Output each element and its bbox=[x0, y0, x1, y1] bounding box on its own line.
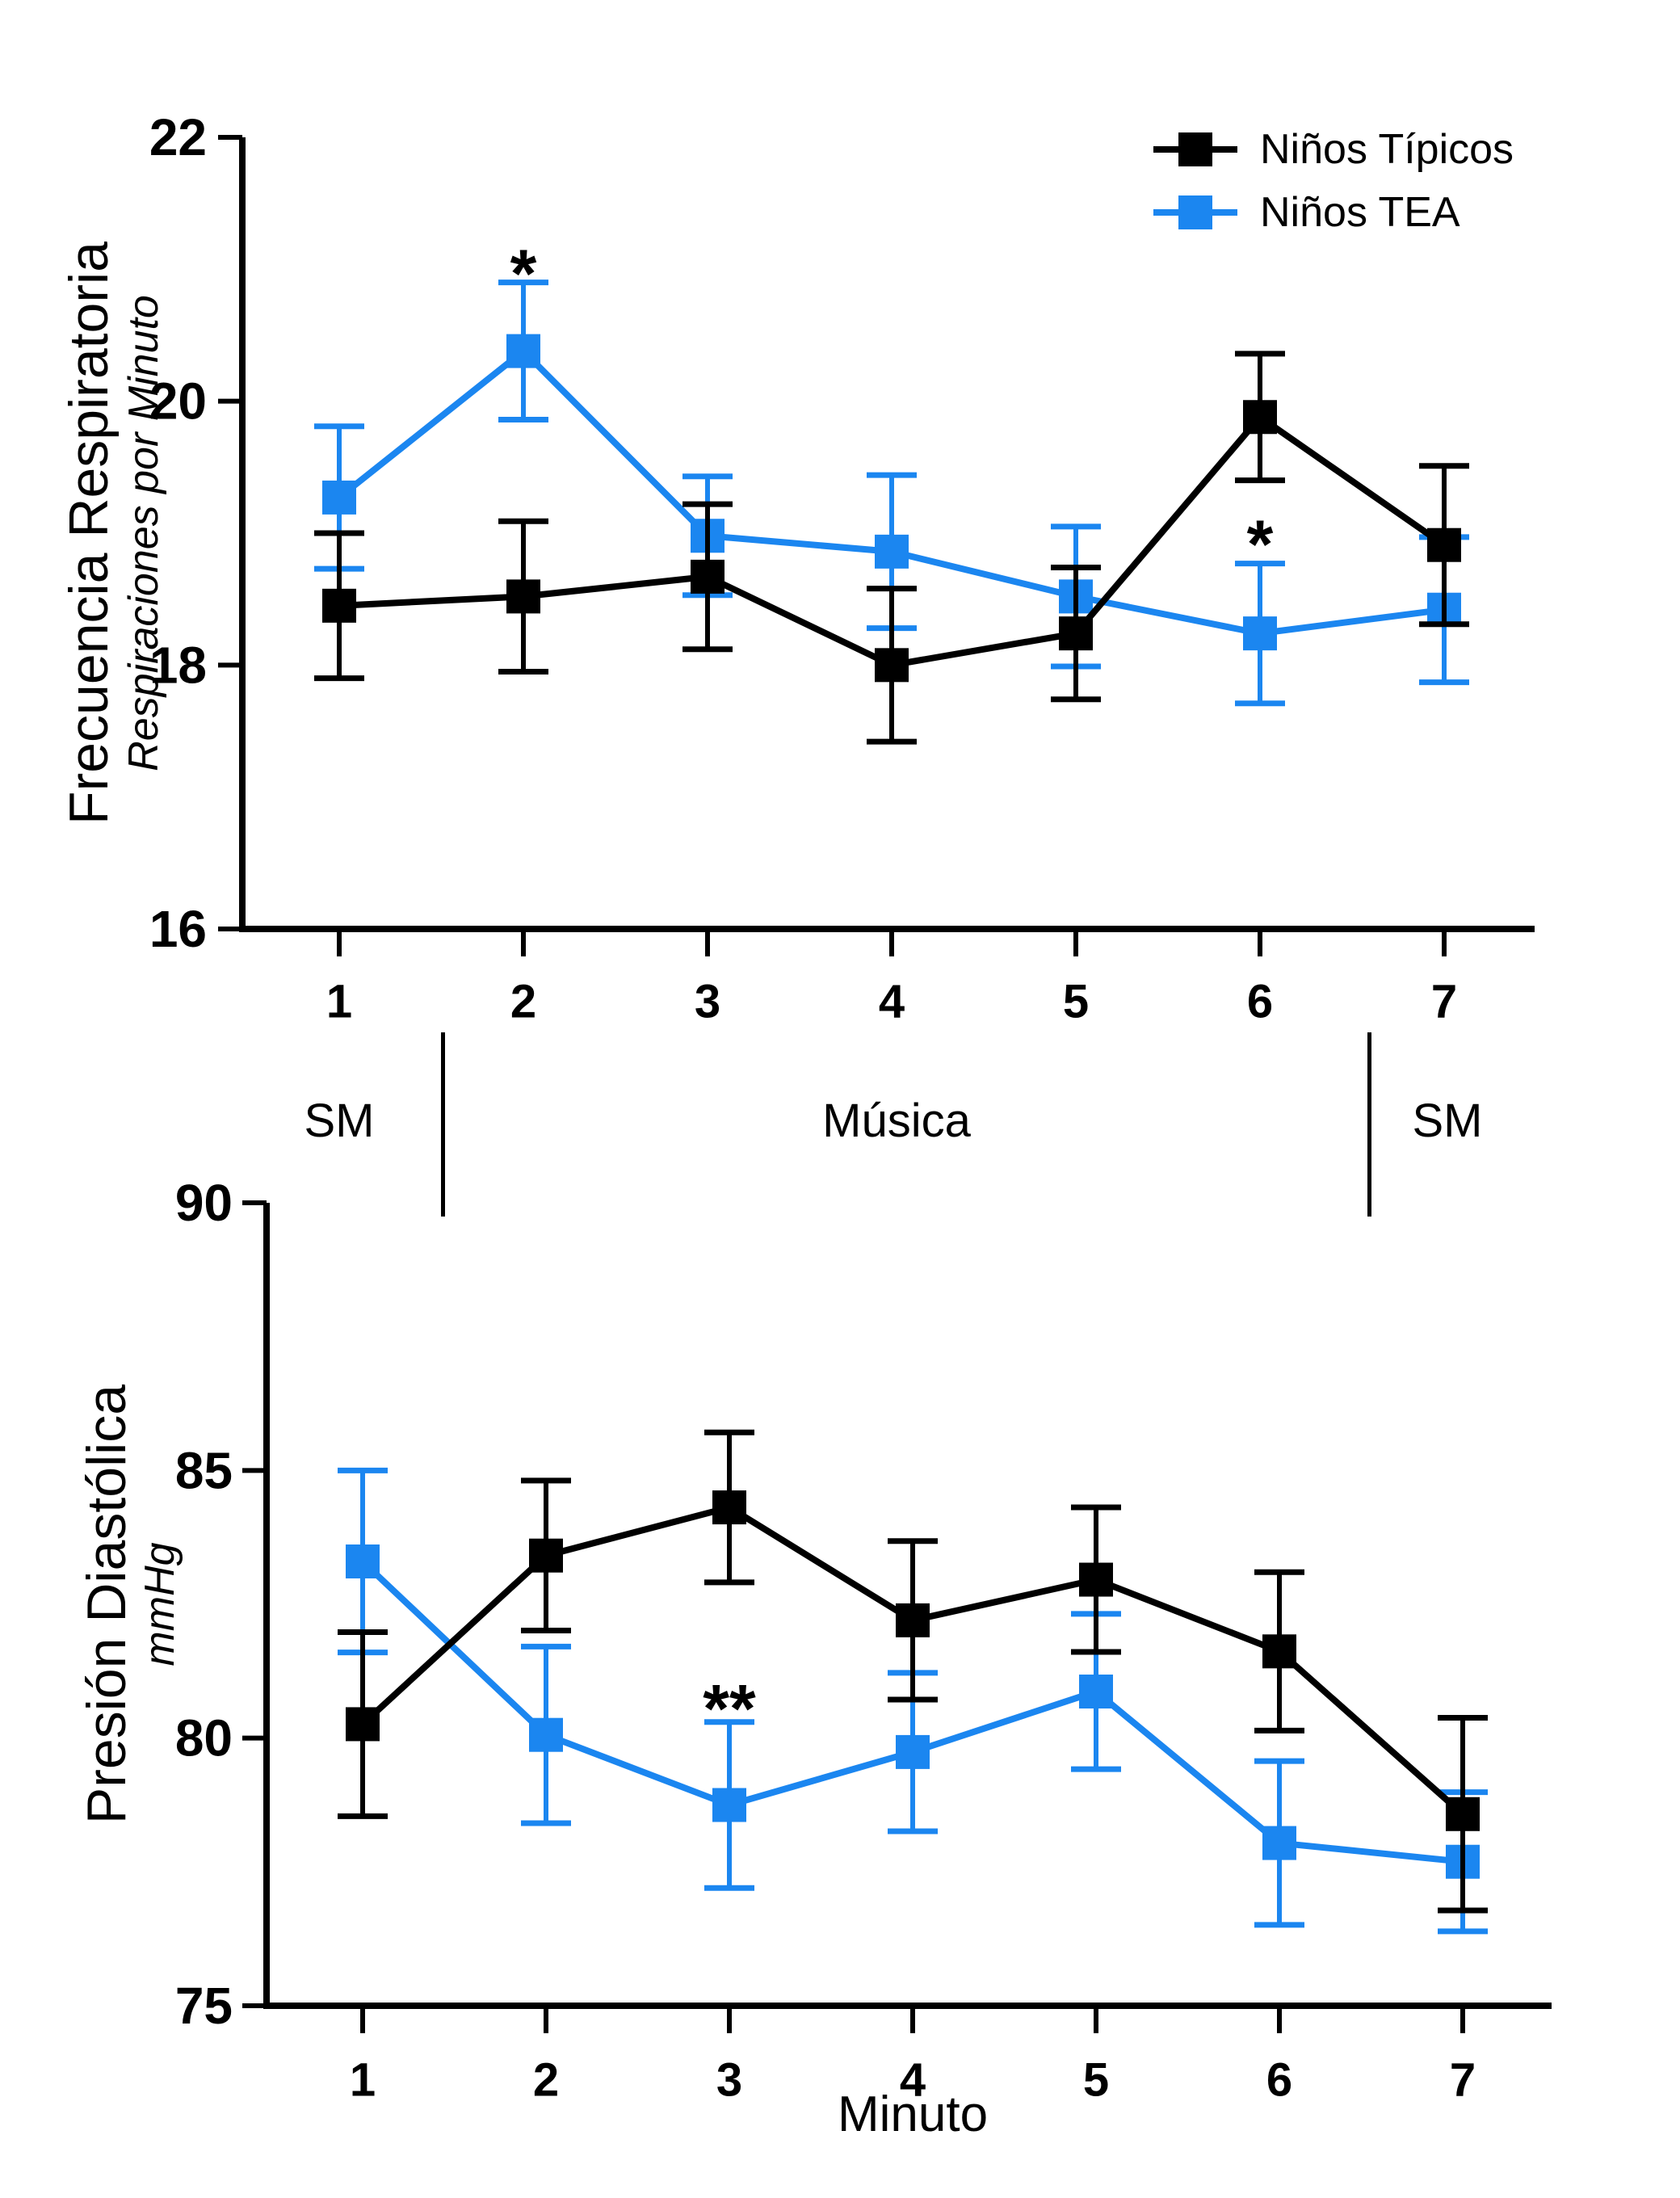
x-tick-label: 1 bbox=[326, 976, 352, 1028]
legend-item-tea: Niños TEA bbox=[1153, 189, 1514, 236]
y-tick-label: 22 bbox=[149, 108, 207, 166]
significance-annotation: * bbox=[1247, 506, 1274, 582]
series-typical bbox=[338, 1429, 1488, 1914]
y-tick-label: 85 bbox=[175, 1441, 233, 1499]
x-tick-label: 5 bbox=[1063, 976, 1089, 1028]
legend-label-tea: Niños TEA bbox=[1260, 189, 1460, 236]
respiratory-axis-subtitle: Respiraciones por Minuto bbox=[120, 295, 167, 771]
legend-marker-typical-icon bbox=[1153, 132, 1237, 167]
data-point-marker bbox=[346, 1544, 380, 1578]
legend-marker-tea-icon bbox=[1153, 195, 1237, 230]
y-tick-label: 90 bbox=[175, 1174, 233, 1232]
legend: Niños Típicos Niños TEA bbox=[1153, 126, 1514, 236]
chart-respiratory: 16 18 20 22 1 2 3 4 5 6 7 * * bbox=[149, 108, 1535, 1028]
data-point-marker bbox=[506, 334, 540, 368]
data-point-marker bbox=[896, 1734, 930, 1769]
x-tick-label: 7 bbox=[1450, 2054, 1476, 2107]
data-point-marker bbox=[1079, 1562, 1113, 1597]
data-point-marker bbox=[712, 1490, 746, 1525]
data-point-marker bbox=[875, 648, 909, 683]
x-tick-label: 2 bbox=[533, 2054, 559, 2107]
data-point-marker bbox=[1243, 400, 1277, 435]
data-point-marker bbox=[896, 1603, 930, 1637]
data-point-marker bbox=[1427, 527, 1461, 562]
x-tick-label: 7 bbox=[1431, 976, 1457, 1028]
significance-annotation: * bbox=[510, 236, 537, 312]
x-tick-label: 4 bbox=[900, 2054, 926, 2107]
y-tick-label: 80 bbox=[175, 1709, 233, 1767]
y-tick-label: 16 bbox=[149, 900, 207, 958]
data-point-marker bbox=[506, 579, 540, 614]
data-point-marker bbox=[322, 480, 356, 515]
data-point-marker bbox=[529, 1538, 563, 1573]
section-label-musica: Música bbox=[822, 1095, 971, 1147]
data-point-marker bbox=[1059, 616, 1093, 651]
section-divider-left bbox=[441, 1032, 445, 1217]
x-tick-label: 6 bbox=[1247, 976, 1273, 1028]
data-point-marker bbox=[346, 1707, 380, 1742]
significance-annotation: ** bbox=[703, 1671, 756, 1746]
x-tick-label: 6 bbox=[1266, 2054, 1292, 2107]
x-axis-label-minuto: Minuto bbox=[837, 2087, 989, 2142]
data-point-marker bbox=[1079, 1675, 1113, 1709]
respiratory-axis-title: Frecuencia Respiratoria bbox=[58, 242, 120, 825]
data-point-marker bbox=[322, 588, 356, 623]
diastolic-axis-subtitle: mmHg bbox=[136, 1542, 183, 1666]
x-tick-label: 2 bbox=[510, 976, 536, 1028]
y-tick-label: 20 bbox=[149, 372, 207, 431]
data-point-marker bbox=[1262, 1826, 1296, 1860]
y-tick-label: 18 bbox=[149, 636, 207, 694]
data-point-marker bbox=[1243, 616, 1277, 651]
chart-diastolic: 75 80 85 90 1 2 3 4 5 6 7 ** bbox=[175, 1174, 1552, 2107]
data-point-marker bbox=[712, 1788, 746, 1822]
legend-item-typical: Niños Típicos bbox=[1153, 126, 1514, 173]
x-tick-label: 4 bbox=[879, 976, 905, 1028]
y-tick-label: 75 bbox=[175, 1977, 233, 2035]
section-label-sm-right: SM bbox=[1412, 1095, 1483, 1147]
series-typical bbox=[314, 351, 1469, 745]
section-divider-right bbox=[1367, 1032, 1371, 1217]
x-tick-label: 3 bbox=[695, 976, 720, 1028]
data-point-marker bbox=[691, 559, 724, 594]
data-point-marker bbox=[1262, 1634, 1296, 1669]
x-tick-label: 3 bbox=[716, 2054, 742, 2107]
data-point-marker bbox=[1446, 1797, 1480, 1831]
x-tick-label: 1 bbox=[350, 2054, 376, 2107]
data-point-marker bbox=[875, 534, 909, 569]
x-tick-label: 5 bbox=[1083, 2054, 1109, 2107]
diastolic-axis-title: Presión Diastólica bbox=[76, 1384, 137, 1825]
legend-label-typical: Niños Típicos bbox=[1260, 126, 1514, 173]
data-point-marker bbox=[529, 1717, 563, 1752]
section-label-sm-left: SM bbox=[304, 1095, 375, 1147]
